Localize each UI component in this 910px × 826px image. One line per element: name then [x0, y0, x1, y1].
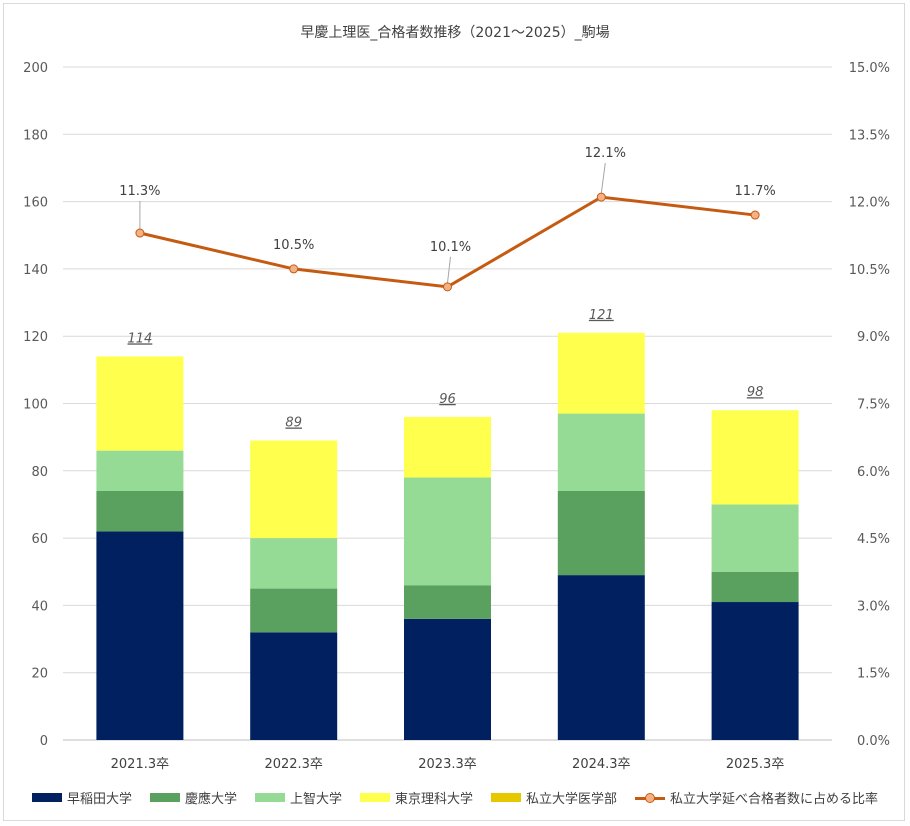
legend-label: 東京理科大学	[395, 792, 474, 807]
ratio-label: 10.5%	[273, 238, 314, 253]
y-tick-label: 200	[23, 61, 48, 76]
bar-total-label: 89	[285, 416, 302, 431]
legend-item: 東京理科大学	[360, 788, 473, 807]
y2-tick-label: 3.0%	[857, 599, 890, 614]
y-tick-label: 160	[23, 196, 48, 211]
bar-segment	[711, 602, 799, 740]
bar-segment	[557, 575, 645, 740]
bar-segment	[404, 618, 491, 740]
bar-segment	[250, 588, 338, 633]
bar-segment	[404, 416, 491, 478]
ratio-point	[443, 282, 452, 292]
chart-title: 早慶上理医_合格者数推移（2021～2025）_駒場	[300, 25, 610, 41]
y-tick-label: 100	[23, 398, 48, 413]
bar-segment	[404, 477, 491, 586]
y-tick-label: 0	[40, 734, 48, 749]
bar-segment	[250, 440, 338, 539]
legend-swatch	[31, 793, 62, 802]
y2-tick-label: 7.5%	[857, 398, 890, 413]
bar-segment	[250, 632, 338, 740]
y-tick-label: 180	[23, 128, 48, 143]
y2-tick-label: 0.0%	[857, 734, 890, 749]
y2-tick-label: 6.0%	[857, 465, 890, 480]
bar-segment	[711, 410, 799, 505]
legend-label: 上智大学	[289, 792, 342, 807]
y-tick-label: 120	[23, 330, 48, 345]
y-tick-label: 20	[31, 667, 48, 682]
legend-item: 上智大学	[254, 788, 342, 807]
legend-item: 早稲田大学	[31, 788, 132, 807]
label-leader	[600, 163, 606, 194]
y2-tick-label: 4.5%	[857, 532, 890, 547]
ratio-point	[289, 264, 299, 274]
y-tick-label: 40	[31, 599, 48, 614]
bar-total-label: 98	[747, 385, 764, 400]
bar-segment	[96, 356, 184, 451]
legend-label: 慶應大学	[184, 792, 237, 807]
ratio-point	[750, 210, 760, 220]
y-tick-label: 80	[31, 465, 48, 480]
category-label: 2021.3卒	[111, 757, 170, 772]
bar-segment	[96, 450, 184, 491]
legend-item: 慶應大学	[149, 788, 237, 807]
bar-segment	[250, 538, 338, 589]
legend-line-swatch	[635, 792, 666, 804]
bar-segment	[96, 531, 184, 740]
legend-label: 私立大学医学部	[526, 792, 618, 807]
legend-swatch	[254, 793, 285, 802]
bar-total-label: 96	[439, 392, 456, 407]
category-label: 2025.3卒	[726, 757, 785, 772]
category-label: 2023.3卒	[418, 757, 477, 772]
legend-swatch	[491, 793, 522, 802]
y2-tick-label: 1.5%	[857, 667, 890, 682]
label-leader	[447, 256, 451, 283]
category-label: 2024.3卒	[572, 757, 631, 772]
ratio-label: 11.7%	[734, 184, 775, 199]
bar-total-label: 121	[589, 308, 614, 323]
y2-tick-label: 9.0%	[857, 330, 890, 345]
legend-item-line: 私立大学延べ合格者数に占める比率	[635, 788, 878, 807]
y2-tick-label: 12.0%	[849, 196, 890, 211]
bar-segment	[404, 585, 491, 619]
legend: 早稲田大学 慶應大学 上智大学 東京理科大学 私立大学医学部 私立大学延べ合格者数に占める…	[0, 788, 910, 807]
bar-segment	[96, 490, 184, 532]
y-tick-label: 140	[23, 263, 48, 278]
ratio-label: 10.1%	[430, 240, 471, 255]
ratio-point	[596, 192, 606, 202]
legend-item: 私立大学医学部	[491, 788, 617, 807]
ratio-point	[135, 228, 145, 238]
bar-segment	[711, 571, 799, 603]
y2-tick-label: 10.5%	[849, 263, 890, 278]
bar-segment	[711, 504, 799, 572]
bar-segment	[557, 413, 645, 491]
category-label: 2022.3卒	[264, 757, 323, 772]
bar-segment	[557, 332, 645, 414]
legend-swatch	[149, 793, 180, 802]
ratio-label: 12.1%	[585, 146, 626, 161]
bar-total-label: 114	[127, 331, 152, 346]
y-tick-label: 60	[31, 532, 48, 547]
ratio-label: 11.3%	[119, 184, 160, 199]
y2-tick-label: 15.0%	[849, 61, 890, 76]
legend-label: 早稲田大学	[66, 792, 132, 807]
bar-segment	[557, 490, 645, 576]
y2-tick-label: 13.5%	[849, 128, 890, 143]
legend-swatch	[360, 793, 390, 802]
legend-label: 私立大学延べ合格者数に占める比率	[670, 792, 879, 807]
